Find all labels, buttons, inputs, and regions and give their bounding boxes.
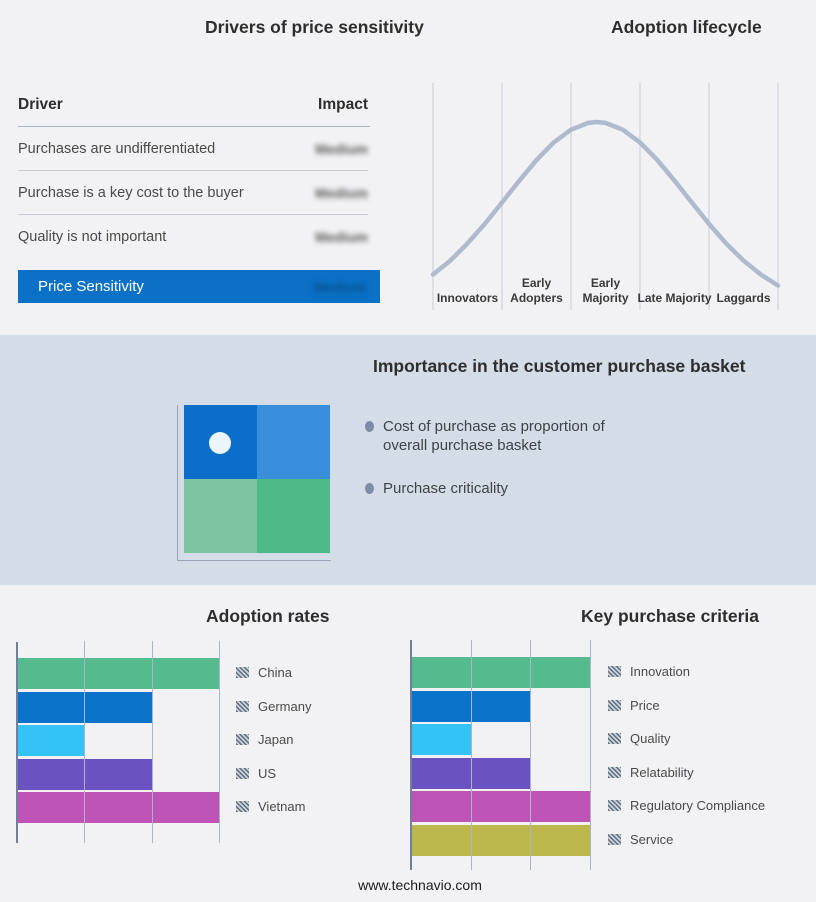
bar-china [18,658,220,689]
hatched-swatch-icon [236,700,249,712]
price-sensitivity-label: Price Sensitivity [38,278,144,295]
quadrant-axis [177,405,331,561]
price-sensitivity-impact: Medium [313,278,366,295]
key-purchase-plot [412,640,591,870]
hatched-swatch-icon [236,801,249,812]
driver-column-header: Driver [18,96,63,113]
quadrant-grid [184,405,330,553]
hatched-swatch-icon [608,833,621,845]
bar-quality [412,724,472,755]
driver-cell: Purchase is a key cost to the buyer [18,184,244,201]
legend-label-germany: Germany [258,698,312,714]
chart-gridline [219,641,220,843]
hatched-swatch-icon [236,767,249,779]
adoption-rates-plot [18,641,220,843]
key-purchase-axis [410,640,412,870]
bullet-icon [365,421,374,432]
purchase-basket-band: Importance in the customer purchase bask… [0,335,816,585]
hatched-swatch-icon [608,666,621,677]
legend-item-innovation: Innovation [608,664,690,680]
driver-table-row: Purchases are undifferentiated Medium [18,127,368,171]
legend-item-japan: Japan [236,732,293,748]
legend-label-us: US [258,765,277,781]
impact-cell: Medium [315,184,368,201]
driver-cell: Quality is not important [18,228,167,245]
key-purchase-title: Key purchase criteria [581,606,760,626]
hatched-swatch-icon [236,667,249,678]
drivers-table-header: Driver Impact [18,96,368,114]
legend-item-germany: Germany [236,698,311,714]
basket-bullet: Purchase criticality [365,479,643,498]
basket-title: Importance in the customer purchase bask… [373,356,746,376]
legend-item-quality: Quality [608,731,670,747]
impact-cell: Medium [315,140,368,157]
hatched-swatch-icon [236,734,249,745]
price-sensitivity-row: Price Sensitivity Medium [18,270,380,303]
website-url: www.technavio.com [358,877,482,893]
bullet-icon [365,483,374,494]
bar-service [412,824,591,856]
legend-label-japan: Japan [258,732,294,747]
hatched-swatch-icon [608,733,621,744]
bar-japan [18,725,86,756]
drivers-panel-title: Drivers of price sensitivity [205,17,424,37]
legend-item-us: US [236,765,276,781]
legend-item-relatability: Relatability [608,764,694,780]
chart-gridline [590,640,591,870]
legend-item-regulatory-compliance: Regulatory Compliance [608,798,765,814]
legend-label-china: China [258,665,292,680]
basket-bullet: Cost of purchase as proportion of overal… [365,417,643,455]
quadrant-cell-3 [257,479,330,553]
lifecycle-panel-title: Adoption lifecycle [611,17,762,37]
hatched-swatch-icon [608,699,621,711]
table-header-divider [18,126,370,127]
legend-label-regulatory-compliance: Regulatory Compliance [630,798,766,813]
legend-label-innovation: Innovation [630,664,690,679]
legend-label-price: Price [630,697,660,713]
impact-cell: Medium [315,228,368,245]
quadrant-position-dot [209,432,231,454]
impact-column-header: Impact [318,96,368,113]
hatched-swatch-icon [608,800,621,811]
driver-cell: Purchases are undifferentiated [18,140,216,157]
bullet-text: Purchase criticality [383,480,509,497]
chart-gridline [530,640,531,870]
basket-bullets: Cost of purchase as proportion of overal… [365,417,643,498]
legend-label-vietnam: Vietnam [258,799,306,814]
quadrant-cell-1 [257,405,330,479]
bar-germany [18,691,153,723]
bar-vietnam [18,792,220,823]
legend-item-vietnam: Vietnam [236,799,305,815]
legend-item-service: Service [608,831,673,847]
legend-label-relatability: Relatability [630,764,694,780]
legend-item-price: Price [608,697,660,713]
bar-innovation [412,657,591,688]
hatched-swatch-icon [608,766,621,778]
chart-gridline [152,641,153,843]
adoption-rates-title: Adoption rates [206,606,330,626]
bar-us [18,758,153,790]
quadrant-cell-2 [184,479,257,553]
adoption-rates-axis [16,642,18,843]
legend-label-service: Service [630,831,674,847]
bullet-text: Cost of purchase as proportion of overal… [383,418,605,454]
driver-table-row: Quality is not important Medium [18,215,368,258]
legend-label-quality: Quality [630,731,671,746]
chart-gridline [84,641,85,843]
adoption-bell-curve [430,119,781,288]
lifecycle-chart-svg [430,83,781,310]
legend-item-china: China [236,665,292,681]
chart-gridline [471,640,472,870]
driver-table-row: Purchase is a key cost to the buyer Mediu… [18,171,368,215]
bar-regulatory-compliance [412,791,591,822]
drivers-table-body: Purchases are undifferentiated Medium Purc… [18,127,368,258]
